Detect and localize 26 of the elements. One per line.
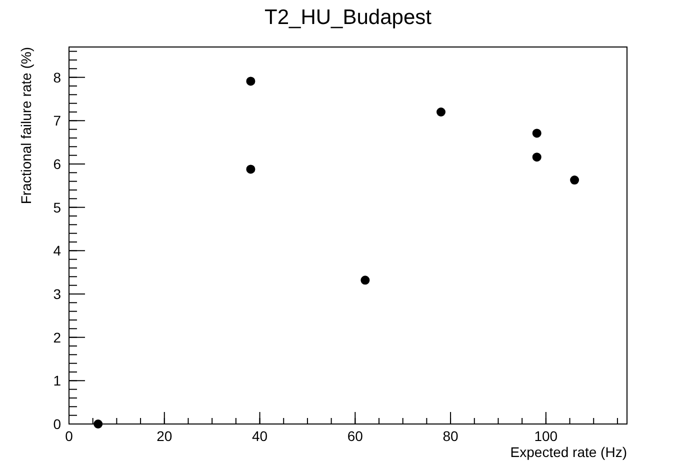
x-tick-label: 100 bbox=[534, 428, 558, 444]
y-tick-label: 8 bbox=[53, 69, 62, 86]
x-tick-label: 60 bbox=[347, 428, 364, 444]
x-tick-label: 40 bbox=[252, 428, 268, 444]
x-axis-title: Expected rate (Hz) bbox=[510, 444, 627, 460]
y-tick-label: 3 bbox=[53, 286, 62, 302]
y-tick-label: 1 bbox=[53, 372, 62, 389]
point bbox=[436, 108, 446, 116]
point bbox=[246, 164, 256, 174]
chart-title: T2_HU_Budapest bbox=[264, 6, 432, 29]
point bbox=[570, 176, 580, 185]
y-tick-label: 5 bbox=[53, 199, 62, 216]
point bbox=[532, 128, 542, 138]
point bbox=[532, 152, 542, 162]
point bbox=[246, 76, 256, 86]
y-axis-title: Fractional failure rate (%) bbox=[18, 47, 34, 204]
x-tick-label: 20 bbox=[156, 428, 172, 444]
y-tick-label: 6 bbox=[53, 156, 62, 172]
x-tick-label: 80 bbox=[442, 428, 459, 444]
y-tick-label: 2 bbox=[53, 329, 62, 346]
x-tick-label: 0 bbox=[65, 428, 74, 444]
y-tick-label: 4 bbox=[53, 242, 62, 259]
point bbox=[360, 276, 370, 285]
y-tick-label: 0 bbox=[53, 416, 62, 432]
point bbox=[94, 420, 103, 428]
y-tick-label: 7 bbox=[53, 112, 62, 129]
